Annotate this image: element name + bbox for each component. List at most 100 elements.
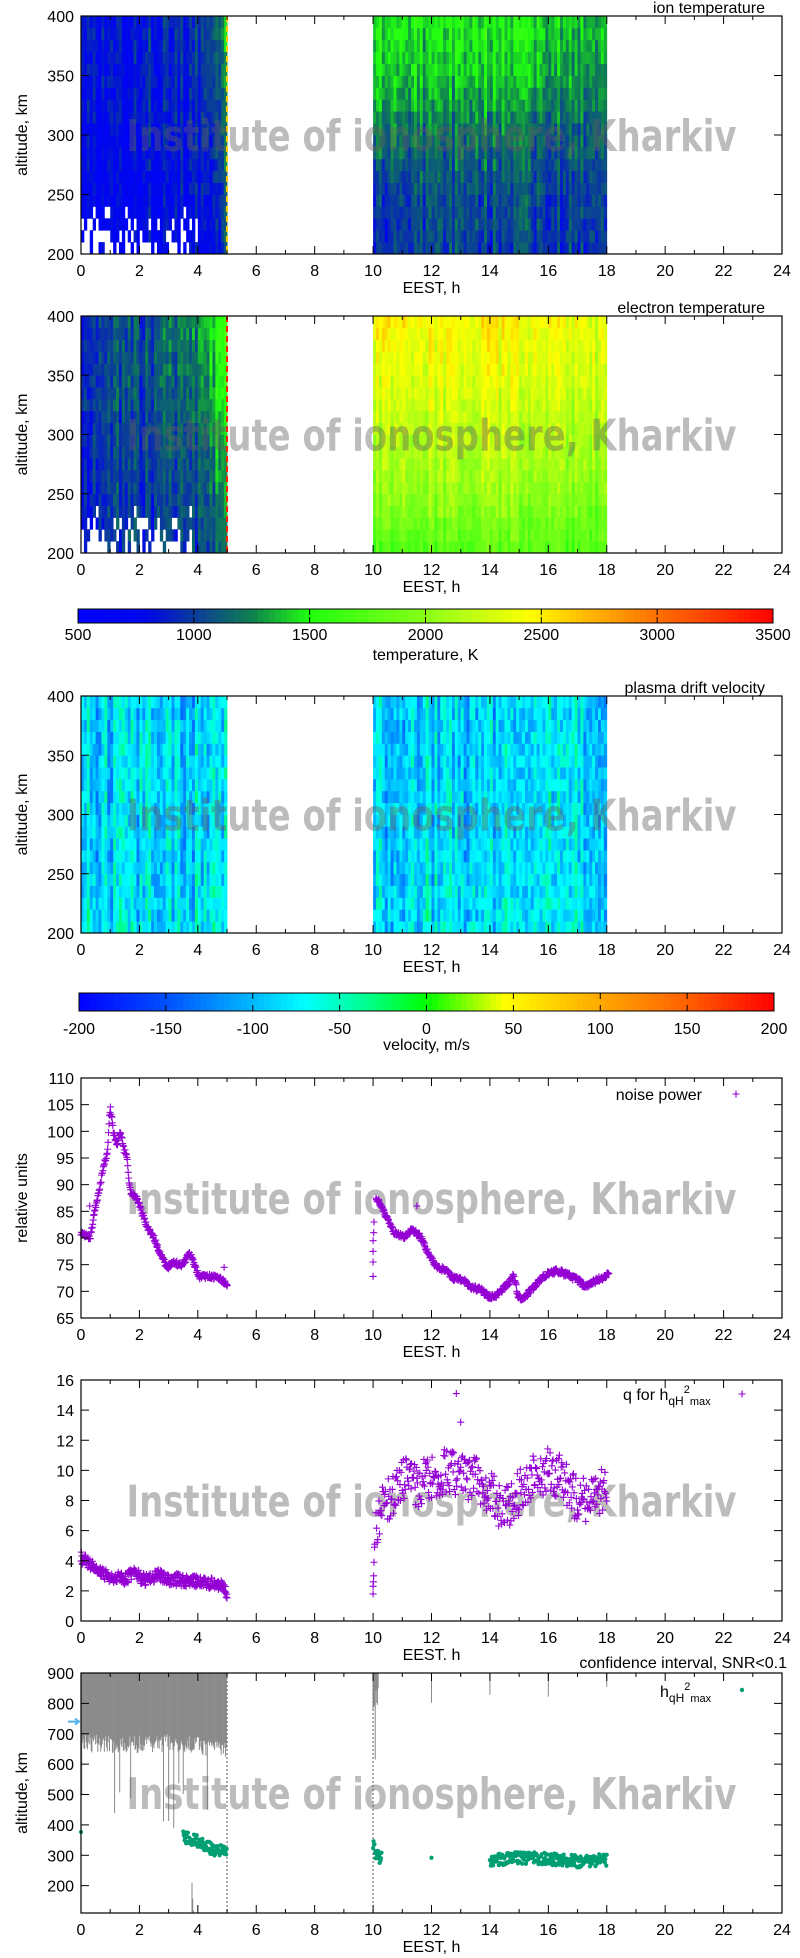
heatmap-cell <box>98 375 102 388</box>
heatmap-cell <box>495 63 500 76</box>
heatmap-cell <box>560 218 564 231</box>
heatmap-cell <box>431 541 435 554</box>
heatmap-cell <box>595 99 599 112</box>
heatmap-cell <box>481 39 485 53</box>
heatmap-cell <box>419 182 424 195</box>
heatmap-cell <box>110 63 114 76</box>
heatmap-cell <box>443 398 447 412</box>
heatmap-cell <box>560 339 564 352</box>
heatmap-cell <box>501 387 505 400</box>
heatmap-cell <box>413 410 418 424</box>
heatmap-cell <box>174 363 178 376</box>
heatmap-cell <box>595 39 599 53</box>
heatmap-cell <box>116 123 120 136</box>
heatmap-cell <box>376 517 380 530</box>
heatmap-cell <box>376 87 380 100</box>
heatmap-cell <box>484 206 488 219</box>
heatmap-cell <box>92 458 97 471</box>
heatmap-cell <box>92 87 97 100</box>
heatmap-cell <box>92 194 97 207</box>
heatmap-cell <box>457 99 462 112</box>
heatmap-cell <box>522 339 526 352</box>
heatmap-cell <box>177 16 181 29</box>
heatmap-cell <box>183 375 187 388</box>
heatmap-cell <box>121 146 126 160</box>
heatmap-cell <box>510 51 514 64</box>
heatmap-cell <box>495 135 500 148</box>
heatmap-cell <box>431 16 435 29</box>
heatmap-cell <box>212 63 216 76</box>
heatmap-cell <box>186 158 190 172</box>
heatmap-cell <box>186 505 190 518</box>
heatmap-cell <box>116 327 120 341</box>
heatmap-cell <box>425 39 429 53</box>
heatmap-cell <box>449 206 453 219</box>
heatmap-cell <box>165 123 170 136</box>
heatmap-cell <box>83 123 88 136</box>
heatmap-cell <box>387 363 392 376</box>
heatmap-cell <box>457 422 462 435</box>
heatmap-cell <box>139 146 143 160</box>
heatmap-cell <box>381 182 386 195</box>
heatmap-cell <box>600 170 605 183</box>
heatmap-cell <box>212 111 216 124</box>
heatmap-cell <box>107 434 111 447</box>
heatmap-cell <box>165 493 170 506</box>
heatmap-cell <box>504 51 508 64</box>
heatmap-cell <box>186 339 190 352</box>
heatmap-cell <box>469 111 473 124</box>
heatmap-cell <box>466 493 470 506</box>
heatmap-cell <box>539 99 543 112</box>
heatmap-cell <box>554 39 558 53</box>
heatmap-cell <box>98 363 102 376</box>
heatmap-cell <box>376 458 380 471</box>
heatmap-cell <box>492 182 497 195</box>
heatmap-cell <box>381 481 386 495</box>
heatmap-cell <box>443 327 447 341</box>
heatmap-cell <box>413 398 418 412</box>
heatmap-cell <box>533 339 538 352</box>
heatmap-cell <box>399 39 403 53</box>
heatmap-cell <box>539 75 543 88</box>
heatmap-cell <box>504 458 508 471</box>
heatmap-cell <box>536 39 540 53</box>
heatmap-cell <box>142 27 146 41</box>
heatmap-cell <box>431 398 435 412</box>
heatmap-cell <box>577 351 581 364</box>
heatmap-cell <box>539 194 543 207</box>
heatmap-cell <box>583 194 587 207</box>
heatmap-cell <box>384 158 389 172</box>
heatmap-cell <box>522 529 526 542</box>
heatmap-cell <box>539 146 543 160</box>
heatmap-cell <box>466 87 470 100</box>
heatmap-cell <box>425 327 429 341</box>
heatmap-cell <box>390 123 394 136</box>
heatmap-cell <box>393 517 397 530</box>
heatmap-cell <box>402 111 406 124</box>
heatmap-cell <box>434 339 438 352</box>
heatmap-cell <box>130 39 134 53</box>
heatmap-cell <box>174 158 178 172</box>
heatmap-cell <box>463 375 467 388</box>
heatmap-cell <box>516 481 520 495</box>
heatmap-cell <box>142 375 146 388</box>
heatmap-cell <box>542 218 546 231</box>
heatmap-cell <box>460 517 465 530</box>
heatmap-cell <box>472 529 476 542</box>
heatmap-cell <box>592 135 596 148</box>
heatmap-cell <box>89 316 94 329</box>
heatmap-cell <box>562 493 567 506</box>
heatmap-cell <box>224 51 228 64</box>
heatmap-cell <box>431 529 435 542</box>
heatmap-cell <box>437 63 441 76</box>
heatmap-cell <box>83 481 88 495</box>
heatmap-cell <box>565 170 570 183</box>
heatmap-cell <box>92 27 97 41</box>
heatmap-cell <box>206 458 210 471</box>
heatmap-cell <box>411 458 415 471</box>
heatmap-cell <box>589 135 593 148</box>
heatmap-cell <box>536 387 540 400</box>
heatmap-cell <box>481 481 485 495</box>
heatmap-cell <box>530 351 535 364</box>
heatmap-cell <box>440 51 444 64</box>
